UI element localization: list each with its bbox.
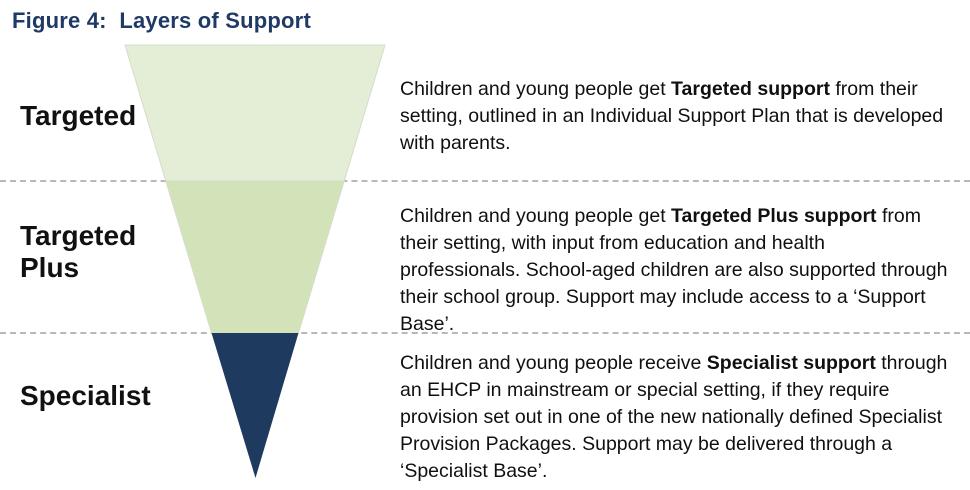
layer-separator-1 [0, 180, 970, 182]
layer-separator-2 [0, 332, 970, 334]
desc-specialist-bold: Specialist support [706, 352, 876, 374]
desc-specialist-post: through an EHCP in mainstream or special… [400, 352, 948, 482]
desc-specialist-pre: Children and young people receive [400, 352, 707, 374]
desc-targeted-plus-post: from their setting, with input from educ… [400, 205, 948, 335]
desc-targeted-bold: Targeted support [671, 78, 830, 100]
funnel-layer-specialist [211, 333, 299, 478]
desc-targeted-post: from their setting, outlined in an Indiv… [400, 78, 944, 154]
desc-targeted-pre: Children and young people get [400, 78, 672, 100]
desc-targeted-plus-bold: Targeted Plus support [671, 205, 877, 227]
layer-label-specialist: Specialist [20, 380, 151, 411]
layer-label-targeted: Targeted [20, 100, 137, 131]
funnel-layer-targeted-plus [165, 180, 345, 334]
figure-title: Figure 4: Layers of Support [12, 8, 311, 33]
layer-description-specialist: Children and young people receive Specia… [400, 350, 950, 485]
layer-label-targeted-plus: Targeted Plus [20, 220, 137, 283]
desc-targeted-plus-pre: Children and young people get [400, 205, 672, 227]
layer-description-targeted: Children and young people get Targeted s… [400, 76, 950, 157]
layer-description-targeted-plus: Children and young people get Targeted P… [400, 203, 950, 338]
